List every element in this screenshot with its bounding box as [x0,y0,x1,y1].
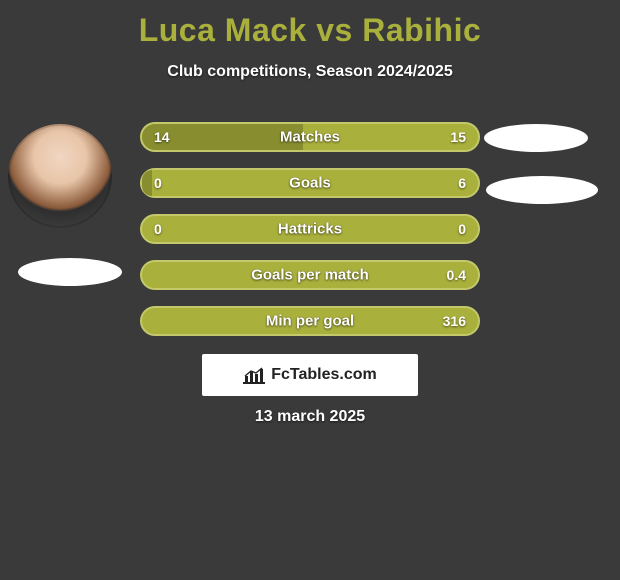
stat-bar-min-per-goal: Min per goal 316 [140,306,480,336]
comparison-bars: 14 Matches 15 0 Goals 6 0 Hattricks 0 Go… [140,122,480,352]
branding-badge: FcTables.com [202,354,418,396]
stat-label: Goals [142,175,478,192]
date-label: 13 march 2025 [0,408,620,426]
player-left-club-badge [18,258,122,286]
player-right-club-badge [486,176,598,204]
stat-right-value: 15 [450,129,466,145]
stat-right-value: 0.4 [447,267,466,283]
player-right-avatar [484,124,588,152]
bar-chart-icon [243,366,265,384]
stat-label: Hattricks [142,221,478,238]
stat-label: Goals per match [142,267,478,284]
stat-right-value: 6 [458,175,466,191]
page-title: Luca Mack vs Rabihic [0,0,620,49]
stat-bar-hattricks: 0 Hattricks 0 [140,214,480,244]
stat-bar-matches: 14 Matches 15 [140,122,480,152]
branding-text: FcTables.com [271,366,377,384]
stat-label: Matches [142,129,478,146]
stat-bar-goals-per-match: Goals per match 0.4 [140,260,480,290]
stat-label: Min per goal [142,313,478,330]
stat-bar-goals: 0 Goals 6 [140,168,480,198]
subtitle: Club competitions, Season 2024/2025 [0,63,620,81]
stat-right-value: 316 [443,313,466,329]
stat-right-value: 0 [458,221,466,237]
player-left-avatar [8,124,112,228]
